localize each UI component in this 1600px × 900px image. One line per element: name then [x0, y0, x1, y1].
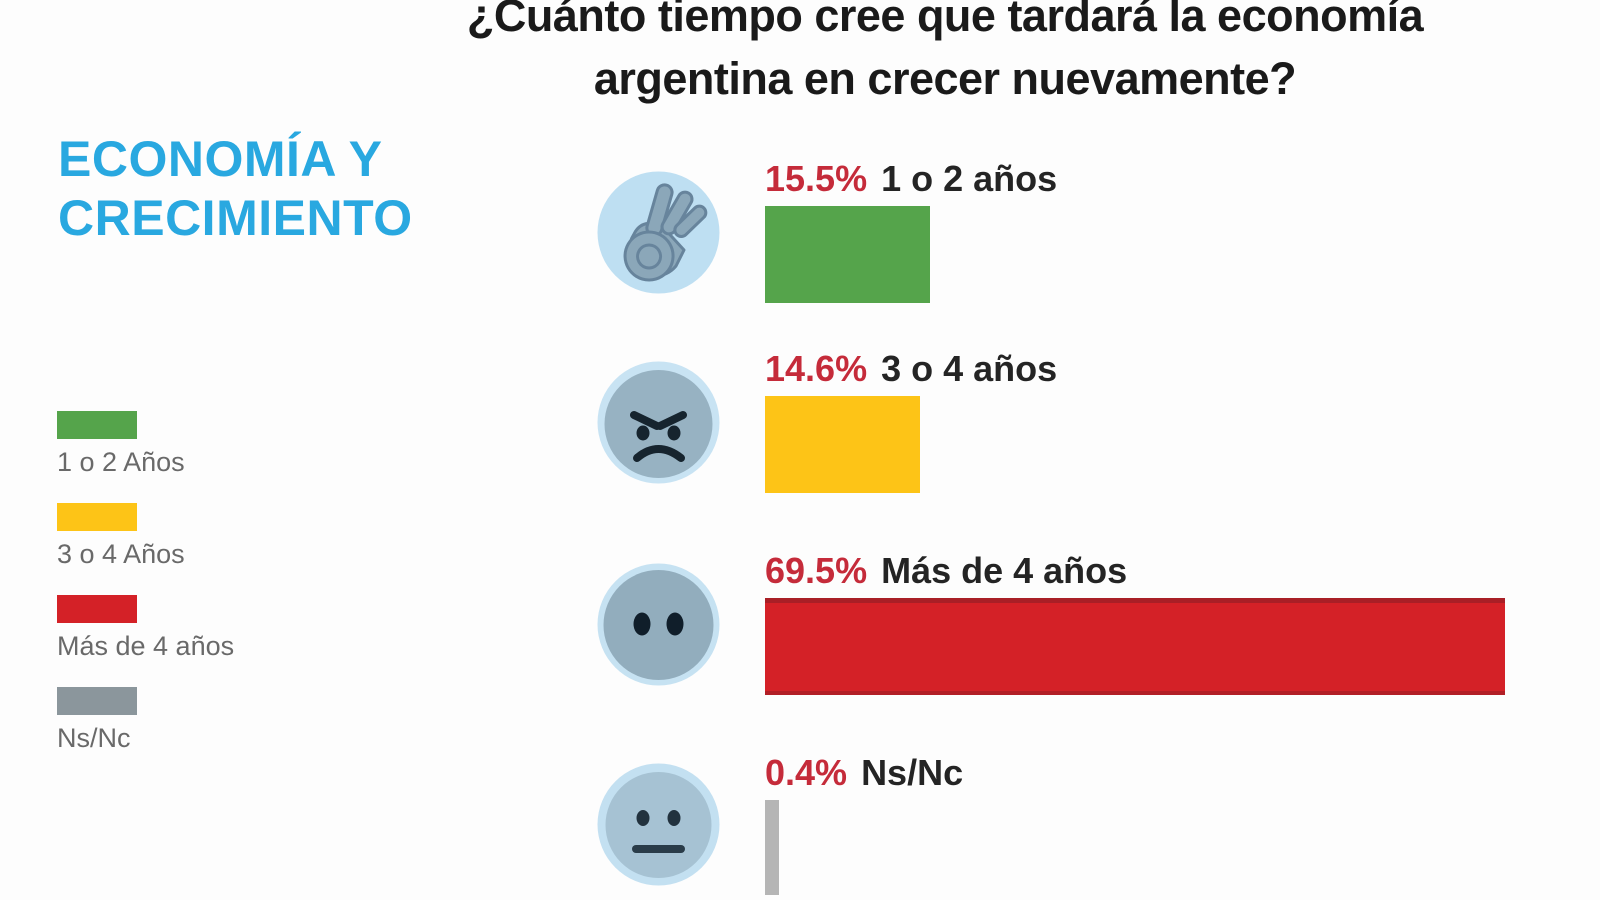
section-heading: ECONOMÍA Y CRECIMIENTO [58, 131, 413, 246]
legend-label: 3 o 4 Años [57, 539, 185, 569]
chart-row: 0.4% Ns/Nc [596, 752, 1596, 895]
chart-row: 14.6% 3 o 4 años [596, 348, 1596, 493]
bar-category-label: Más de 4 años [881, 550, 1128, 591]
bar-value-label: 14.6% [765, 348, 868, 389]
bar-value-label: 0.4% [765, 752, 848, 793]
chart-row: 15.5% 1 o 2 años [596, 158, 1596, 303]
bar-ns-nc [765, 800, 779, 895]
question-title-line2: argentina en crecer nuevamente? [593, 53, 1297, 104]
legend-swatch-red [57, 595, 137, 623]
legend-item: Ns/Nc [57, 687, 234, 753]
angry-face-emoji [596, 360, 721, 485]
chart-legend: 1 o 2 Años 3 o 4 Años Más de 4 años Ns/N… [57, 411, 234, 779]
bar-value-label: 15.5% [765, 158, 868, 199]
chart-question-title: ¿Cuánto tiempo cree que tardará la econo… [400, 0, 1490, 110]
legend-swatch-yellow [57, 503, 137, 531]
ok-hand-emoji [596, 170, 721, 295]
legend-swatch-gray [57, 687, 137, 715]
bar-mas-de-4-anos [765, 598, 1506, 695]
legend-swatch-green [57, 411, 137, 439]
legend-label: 1 o 2 Años [57, 447, 185, 477]
legend-item: 3 o 4 Años [57, 503, 234, 569]
bar-category-label: 3 o 4 años [881, 348, 1058, 389]
bar-label: 15.5% 1 o 2 años [765, 158, 1596, 202]
bar-3-o-4-anos [765, 396, 921, 493]
bar-1-o-2-anos [765, 206, 931, 303]
wide-eyes-face-emoji [596, 562, 721, 687]
legend-item: 1 o 2 Años [57, 411, 234, 477]
bar-label: 0.4% Ns/Nc [765, 752, 1596, 796]
bar-category-label: 1 o 2 años [881, 158, 1058, 199]
bar-label: 69.5% Más de 4 años [765, 550, 1596, 594]
legend-label: Más de 4 años [57, 631, 235, 661]
bar-value-label: 69.5% [765, 550, 868, 591]
bar-category-label: Ns/Nc [861, 752, 964, 793]
legend-item: Más de 4 años [57, 595, 234, 661]
bar-label: 14.6% 3 o 4 años [765, 348, 1596, 392]
question-title-line1: ¿Cuánto tiempo cree que tardará la econo… [466, 0, 1424, 41]
legend-label: Ns/Nc [57, 723, 131, 753]
neutral-face-emoji [596, 762, 721, 887]
chart-row: 69.5% Más de 4 años [596, 550, 1596, 695]
